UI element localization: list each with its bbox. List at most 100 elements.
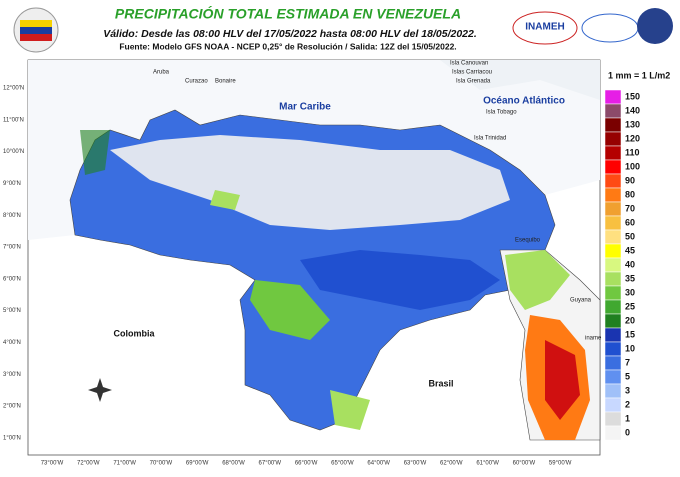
lon-label: 62°00'W [440,461,463,467]
legend-swatch [604,327,622,343]
legend-swatch [604,187,622,203]
legend-label: 1 [625,413,630,423]
place-label: iname [585,336,602,342]
lat-label: 9°00'N [3,181,21,187]
legend-label: 100 [625,161,640,171]
lat-label: 5°00'N [3,308,21,314]
place-label: Aruba [153,70,170,76]
legend-label: 140 [625,105,640,115]
legend-swatch [604,271,622,287]
legend-label: 7 [625,357,630,367]
legend-swatch [604,89,622,105]
legend-label: 45 [625,245,635,255]
place-label: Isla Grenada [456,79,491,85]
legend-title: 1 mm = 1 L/m2 [608,70,670,80]
lat-label: 8°00'N [3,213,21,219]
legend-swatch [604,145,622,161]
lat-label: 7°00'N [3,245,21,251]
compass [88,378,112,402]
lon-label: 73°00'W [41,461,64,467]
lon-label: 65°00'W [331,461,354,467]
lat-label: 10°00'N [3,149,24,155]
legend-label: 3 [625,385,630,395]
legend-swatch [604,355,622,371]
legend-swatch [604,103,622,119]
place-label: Isla Canouvan [450,61,488,67]
logos: INAMEH [512,8,673,45]
legend-swatch [604,229,622,245]
lat-label: 4°00'N [3,340,21,346]
legend-label: 5 [625,371,630,381]
legend-label: 70 [625,203,635,213]
lat-label: 2°00'N [3,404,21,410]
lon-label: 67°00'W [259,461,282,467]
legend-label: 50 [625,231,635,241]
place-label: Guyana [570,298,592,304]
legend-label: 90 [625,175,635,185]
legend-swatch [604,299,622,315]
legend-label: 2 [625,399,630,409]
logo-text: INAMEH [525,22,564,33]
lon-label: 63°00'W [404,461,427,467]
legend-swatch [604,285,622,301]
lon-label: 61°00'W [476,461,499,467]
legend-label: 40 [625,259,635,269]
lon-label: 68°00'W [222,461,245,467]
legend-swatch [604,215,622,231]
legend-label: 20 [625,315,635,325]
legend-label: 120 [625,133,640,143]
legend-label: 80 [625,189,635,199]
legend-swatch [604,397,622,413]
place-label: Océano Atlántico [483,96,565,107]
legend-swatch [604,341,622,357]
legend-label: 25 [625,301,635,311]
legend-label: 35 [625,273,635,283]
legend-label: 110 [625,147,640,157]
lon-label: 59°00'W [549,461,572,467]
legend-swatch [604,173,622,189]
legend-swatch [604,257,622,273]
legend-swatch [604,117,622,133]
title: PRECIPITACIÓN TOTAL ESTIMADA EN VENEZUEL… [115,5,461,22]
lat-label: 6°00'N [3,276,21,282]
legend-swatch [604,131,622,147]
place-label: Colombia [113,328,155,338]
lon-label: 71°00'W [113,461,136,467]
legend-swatch [604,243,622,259]
lon-label: 70°00'W [150,461,173,467]
place-label: Islas Carriacou [452,70,492,76]
place-label: Isla Trinidad [474,136,506,142]
legend-swatch [604,383,622,399]
place-label: Isla Tobago [486,110,517,116]
places: Mar Caribe Océano Atlántico Colombia Bra… [113,61,602,389]
lon-label: 66°00'W [295,461,318,467]
lat-label: 11°00'N [3,117,24,123]
subtitle: Válido: Desde las 08:00 HLV del 17/05/20… [103,28,477,40]
place-label: Brasil [428,378,453,388]
legend-swatch [604,411,622,427]
legend-swatch [604,425,622,441]
legend-swatch [604,369,622,385]
place-label: Mar Caribe [279,102,331,113]
legend-label: 60 [625,217,635,227]
lat-label: 1°00'N [3,435,21,441]
lon-label: 72°00'W [77,461,100,467]
legend-swatch [604,313,622,329]
lon-label: 60°00'W [513,461,536,467]
place-label: Curazao [185,79,208,85]
legend-swatch [604,201,622,217]
legend-label: 150 [625,91,640,101]
legend-label: 0 [625,427,630,437]
map [28,60,601,441]
legend-label: 30 [625,287,635,297]
place-label: Esequibo [515,238,541,244]
lat-label: 3°00'N [3,372,21,378]
legend-label: 130 [625,119,640,129]
lon-label: 64°00'W [367,461,390,467]
place-label: Bonaire [215,79,236,85]
legend-label: 10 [625,343,635,353]
legend-label: 15 [625,329,635,339]
lon-label: 69°00'W [186,461,209,467]
